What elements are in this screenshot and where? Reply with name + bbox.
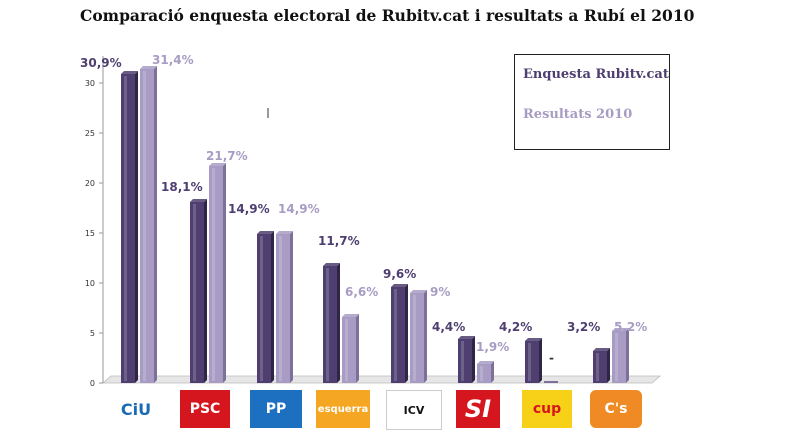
data-label-enquesta: 11,7%	[318, 234, 360, 248]
icv-euia-logo: ICV	[386, 390, 442, 430]
y-tick-label: 5	[90, 329, 95, 338]
bar-enquesta	[121, 71, 138, 383]
bar-resultats	[140, 66, 157, 383]
bar-resultats	[544, 381, 558, 383]
y-tick-label: 20	[85, 179, 95, 188]
bar-enquesta	[323, 263, 340, 383]
psc-logo: PSC	[180, 390, 230, 428]
bar-enquesta	[525, 338, 542, 383]
bar-enquesta	[593, 348, 610, 383]
chart-title: Comparació enquesta electoral de Rubitv.…	[80, 6, 695, 25]
data-label-enquesta: 30,9%	[80, 56, 122, 70]
data-label-resultats: 6,6%	[345, 285, 378, 299]
legend-item-enquesta: Enquesta Rubitv.cat	[523, 67, 669, 82]
cup-logo: cup	[522, 390, 572, 428]
party-logo-text: cup	[532, 401, 562, 417]
y-tick-label: 25	[85, 129, 95, 138]
cs-logo: C's	[590, 390, 642, 428]
legend: Enquesta Rubitv.cat Resultats 2010	[514, 54, 670, 150]
ciu-logo: CiU	[110, 390, 162, 428]
bar-resultats	[276, 231, 293, 383]
pp-logo: PP	[250, 390, 302, 428]
data-label-enquesta: 4,4%	[432, 320, 465, 334]
data-label-resultats: 14,9%	[278, 202, 320, 216]
party-logo-text: C's	[604, 401, 628, 417]
bar-enquesta	[391, 284, 408, 383]
esquerra-logo: esquerra	[316, 390, 370, 428]
data-label-enquesta: 3,2%	[567, 320, 600, 334]
party-logo-text: ICV	[403, 403, 425, 417]
party-logo-text: esquerra	[317, 403, 369, 415]
data-label-resultats: 31,4%	[152, 53, 194, 67]
axis-layer: 0 5 10 15 20 25 30	[85, 56, 662, 388]
party-logo-text: SI	[464, 395, 492, 423]
si-logo: SI	[456, 390, 500, 428]
data-label-enquesta: 18,1%	[161, 180, 203, 194]
data-label-enquesta: 14,9%	[228, 202, 270, 216]
data-label-resultats: -	[549, 351, 554, 365]
bar-enquesta	[458, 336, 475, 383]
data-label-enquesta: 9,6%	[383, 267, 416, 281]
bar-resultats	[209, 163, 226, 383]
data-label-resultats: 21,7%	[206, 149, 248, 163]
bar-resultats	[612, 328, 629, 383]
data-labels-layer: 30,9% 31,4% 18,1% 21,7% 14,9% 14,9% 11,7% 6,6% 9…	[80, 53, 647, 365]
data-label-resultats: 5,2%	[614, 320, 647, 334]
y-tick-label: 15	[85, 229, 95, 238]
bar-enquesta	[257, 231, 274, 383]
data-label-resultats: 9%	[430, 285, 450, 299]
party-logo-text: PP	[265, 401, 287, 417]
y-tick-label: 0	[90, 379, 95, 388]
party-logo-text: PSC	[189, 401, 221, 417]
chart-floor	[101, 375, 662, 384]
legend-item-resultats: Resultats 2010	[523, 107, 633, 122]
data-label-enquesta: 4,2%	[499, 320, 532, 334]
bar-resultats	[477, 361, 494, 383]
party-logo-text: CiU	[120, 399, 152, 419]
bars-layer	[121, 66, 629, 383]
y-tick-label: 30	[85, 79, 95, 88]
bar-resultats	[342, 314, 359, 383]
bar-resultats	[410, 290, 427, 383]
data-label-resultats: 1,9%	[476, 340, 509, 354]
bar-enquesta	[190, 199, 207, 383]
y-tick-label: 10	[85, 279, 95, 288]
